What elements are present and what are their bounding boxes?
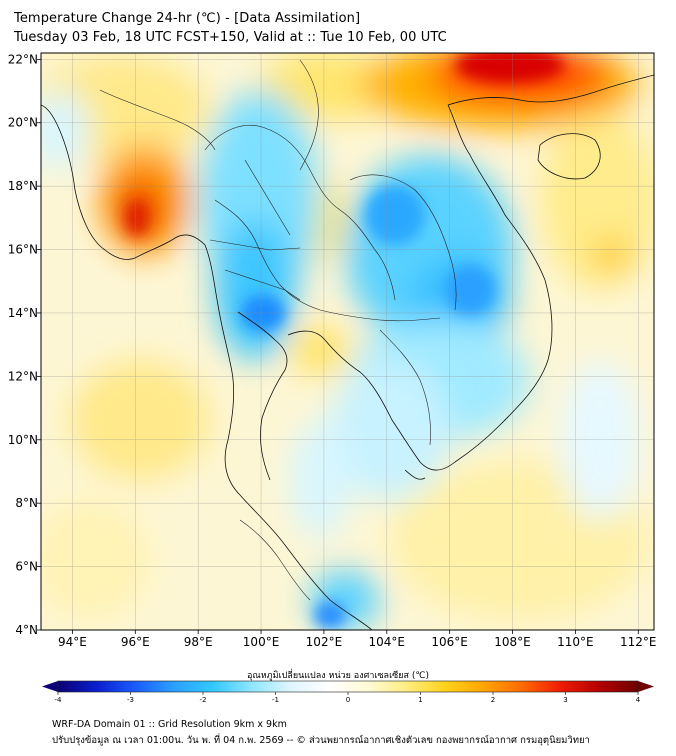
colorbar-bar	[58, 681, 638, 692]
colorbar-max-arrow	[638, 681, 654, 692]
border	[319, 309, 441, 322]
colorbar-tick-label: 4	[636, 696, 641, 704]
map-subtitle: Tuesday 03 Feb, 18 UTC FCST+150, Valid a…	[14, 30, 447, 45]
cool-patch	[330, 360, 450, 500]
lon-tick-label: 106°E	[431, 635, 468, 649]
lon-tick-label: 98°E	[184, 635, 213, 649]
warm-patch	[41, 500, 150, 620]
lat-tick-label: 8°N	[15, 496, 38, 510]
border	[349, 174, 457, 311]
western-coastline	[41, 104, 373, 630]
lat-tick-label: 10°N	[8, 433, 38, 447]
colorbar: -4 -3 -2 -1 0 1 2 3 4	[42, 680, 654, 704]
colorbar-tick-label: 0	[346, 696, 350, 704]
colorbar-tick-label: 1	[418, 696, 422, 704]
colorbar-min-arrow	[42, 681, 58, 692]
mekong-delta	[404, 469, 426, 480]
footer-model-info: WRF-DA Domain 01 :: Grid Resolution 9km …	[52, 719, 287, 730]
lat-tick-label: 14°N	[8, 306, 38, 320]
lat-tick-label: 4°N	[15, 623, 38, 637]
lon-tick-label: 100°E	[243, 635, 280, 649]
hot-patch	[594, 237, 630, 273]
map-title: Temperature Change 24-hr (℃) - [Data Ass…	[14, 11, 361, 26]
lat-tick-label: 18°N	[8, 179, 38, 193]
colorbar-tick-label: -2	[200, 696, 207, 704]
lat-tick-label: 12°N	[8, 369, 38, 383]
cold-core	[445, 265, 495, 315]
hainan-island	[537, 133, 601, 180]
lon-axis: 94°E 96°E 98°E 100°E 102°E 104°E 106°E 108°E 110…	[58, 630, 657, 649]
warm-patch	[70, 360, 210, 480]
colorbar-tick-label: -1	[272, 696, 279, 704]
border	[379, 329, 431, 446]
warm-patch	[290, 325, 350, 375]
warm-patch	[260, 53, 400, 120]
colorbar-tick-label: 2	[491, 696, 495, 704]
lon-tick-label: 102°E	[306, 635, 343, 649]
lat-tick-label: 20°N	[8, 116, 38, 130]
lat-axis: 22°N 20°N 18°N 16°N 14°N 12°N 10°N 8°N 6°N 4°N	[8, 52, 41, 637]
colorbar-ticks: -4 -3 -2 -1 0 1 2 3 4	[55, 692, 641, 704]
border	[99, 89, 216, 151]
colorbar-tick-label: 3	[563, 696, 567, 704]
border	[214, 199, 321, 311]
footer-credit: ปรับปรุงข้อมูล ณ เวลา 01:00น. วัน พ. ที่…	[52, 735, 590, 746]
hot-core	[125, 200, 149, 236]
border	[239, 519, 311, 601]
border	[299, 59, 319, 171]
border	[224, 269, 301, 301]
cool-patch	[215, 220, 295, 360]
lat-tick-label: 16°N	[8, 243, 38, 257]
colorbar-title: อุณหภูมิเปลี่ยนแปลง หน่วย องศาเซลเซียส (…	[246, 671, 430, 681]
cool-patch	[290, 420, 350, 540]
lon-tick-label: 110°E	[557, 635, 594, 649]
admin-borders	[99, 59, 457, 601]
graticule	[41, 53, 654, 630]
colorbar-tick-label: -3	[127, 696, 134, 704]
lon-tick-label: 108°E	[494, 635, 531, 649]
border	[209, 239, 301, 251]
hot-core	[455, 53, 565, 83]
lon-tick-label: 104°E	[369, 635, 406, 649]
map-frame	[40, 52, 655, 631]
temperature-field	[41, 53, 654, 630]
colorbar-tick-label: -4	[55, 696, 63, 704]
coastlines	[41, 74, 654, 630]
lat-tick-label: 6°N	[15, 560, 38, 574]
lon-tick-label: 96°E	[121, 635, 150, 649]
cold-core	[314, 601, 346, 629]
gulf-west-coast	[237, 311, 288, 481]
lat-tick-label: 22°N	[8, 52, 38, 66]
cool-patch	[41, 90, 90, 170]
lon-tick-label: 112°E	[620, 635, 657, 649]
cold-core	[365, 185, 425, 245]
border	[204, 124, 396, 301]
south-china-coastline	[447, 74, 654, 106]
indochina-coastline	[287, 104, 553, 471]
lon-tick-label: 94°E	[58, 635, 87, 649]
border	[244, 159, 291, 236]
